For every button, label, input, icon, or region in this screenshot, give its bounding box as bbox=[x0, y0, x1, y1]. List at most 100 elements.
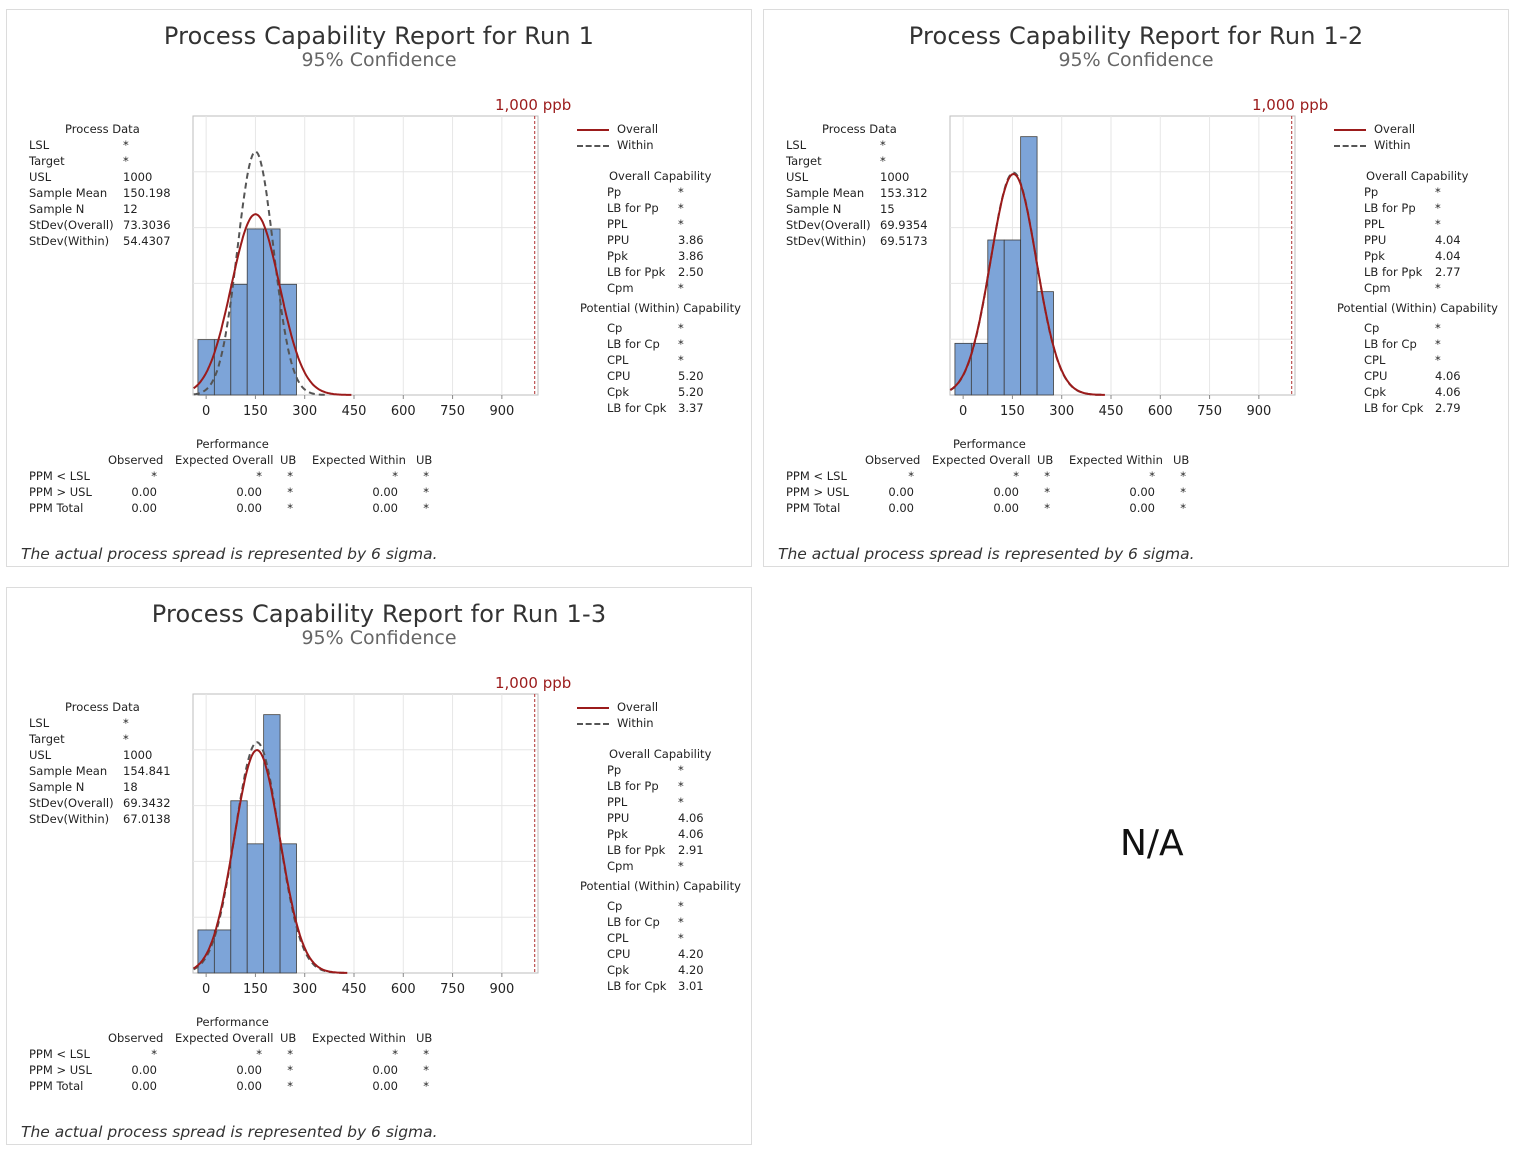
capability-value: * bbox=[678, 763, 684, 777]
performance-value: 0.00 bbox=[236, 485, 262, 499]
capability-label: LB for Pp bbox=[607, 779, 659, 793]
performance-header: UB bbox=[280, 1031, 297, 1045]
process-data-label: StDev(Overall) bbox=[29, 218, 114, 232]
capability-label: PPL bbox=[1364, 217, 1385, 231]
legend-line-within bbox=[577, 145, 609, 147]
performance-value: * bbox=[1149, 469, 1155, 483]
process-data-value: 69.5173 bbox=[880, 234, 928, 248]
performance-value: * bbox=[392, 469, 398, 483]
overall-curve bbox=[193, 749, 348, 974]
performance-header: Expected Within bbox=[312, 1031, 406, 1045]
footnote: The actual process spread is represented… bbox=[21, 1123, 438, 1141]
capability-value: * bbox=[678, 185, 684, 199]
capability-value: 2.50 bbox=[678, 265, 704, 279]
chart-title: Process Capability Report for Run 1 bbox=[163, 22, 595, 50]
performance-value: 0.00 bbox=[131, 1063, 157, 1077]
performance-value: 0.00 bbox=[236, 501, 262, 515]
performance-value: 0.00 bbox=[236, 1079, 262, 1093]
process-data-value: 15 bbox=[880, 202, 895, 216]
chart-subtitle: 95% Confidence bbox=[1058, 49, 1214, 71]
capability-label: LB for Ppk bbox=[607, 843, 666, 857]
process-data-label: USL bbox=[786, 170, 809, 184]
overall-capability-title: Overall Capability bbox=[609, 747, 712, 761]
legend-label: Overall bbox=[617, 122, 659, 136]
performance-value: 0.00 bbox=[131, 501, 157, 515]
capability-value: * bbox=[678, 201, 684, 215]
chart-subtitle: 95% Confidence bbox=[301, 627, 457, 649]
histogram-chart: 0 150 300 450 600 750 900 bbox=[949, 115, 1296, 419]
performance-header: UB bbox=[1037, 453, 1054, 467]
x-tick-label: 900 bbox=[1246, 404, 1271, 419]
x-tick-label: 300 bbox=[292, 404, 317, 419]
capability-value: 3.86 bbox=[678, 233, 704, 247]
performance-value: * bbox=[287, 1047, 293, 1061]
process-data-value: 67.0138 bbox=[123, 812, 171, 826]
capability-value: * bbox=[1435, 353, 1441, 367]
legend-line-overall bbox=[1334, 129, 1366, 131]
x-tick-label: 0 bbox=[202, 404, 210, 419]
x-tick-label: 150 bbox=[243, 982, 268, 997]
capability-label: Pp bbox=[607, 185, 622, 199]
capability-label: PPL bbox=[607, 795, 628, 809]
process-data-label: Sample N bbox=[29, 202, 85, 216]
process-data-label: StDev(Within) bbox=[786, 234, 867, 248]
histogram-bar bbox=[954, 342, 972, 396]
capability-value: * bbox=[1435, 281, 1441, 295]
process-data-value: 18 bbox=[123, 780, 138, 794]
overall-capability-title: Overall Capability bbox=[609, 169, 712, 183]
performance-header: Expected Overall bbox=[175, 1031, 274, 1045]
histogram-bar bbox=[197, 339, 215, 396]
x-tick-label: 300 bbox=[1049, 404, 1074, 419]
performance-title: Performance bbox=[196, 437, 269, 451]
performance-header: UB bbox=[416, 453, 433, 467]
process-data-label: Sample Mean bbox=[29, 764, 108, 778]
process-data-value: * bbox=[880, 138, 886, 152]
capability-label: Cpk bbox=[607, 385, 629, 399]
performance-value: * bbox=[287, 485, 293, 499]
process-data-value: 73.3036 bbox=[123, 218, 171, 232]
within-capability-title: Potential (Within) Capability bbox=[1337, 301, 1498, 315]
process-data-label: Sample N bbox=[29, 780, 85, 794]
performance-value: * bbox=[1180, 485, 1186, 499]
performance-header: Expected Within bbox=[312, 453, 406, 467]
x-tick-label: 300 bbox=[292, 982, 317, 997]
capability-label: LB for Cp bbox=[607, 337, 660, 351]
performance-row-label: PPM < LSL bbox=[29, 1047, 90, 1061]
capability-label: PPU bbox=[607, 811, 630, 825]
legend-line-overall bbox=[577, 129, 609, 131]
performance-value: * bbox=[287, 1063, 293, 1077]
process-data-label: StDev(Overall) bbox=[29, 796, 114, 810]
process-data-title: Process Data bbox=[65, 700, 140, 714]
performance-header: Observed bbox=[108, 1031, 164, 1045]
histogram-chart: 0 150 300 450 600 750 900 bbox=[192, 115, 539, 419]
x-tick-label: 600 bbox=[391, 404, 416, 419]
capability-label: Cp bbox=[1364, 321, 1380, 335]
capability-value: 4.20 bbox=[678, 963, 704, 977]
process-data-value: 69.3432 bbox=[123, 796, 171, 810]
performance-value: 0.00 bbox=[888, 501, 914, 515]
capability-label: PPU bbox=[607, 233, 630, 247]
performance-value: * bbox=[1044, 485, 1050, 499]
process-data-value: 150.198 bbox=[123, 186, 171, 200]
process-data-value: 153.312 bbox=[880, 186, 928, 200]
process-data-label: StDev(Within) bbox=[29, 812, 110, 826]
process-data-title: Process Data bbox=[65, 122, 140, 136]
process-data-label: StDev(Overall) bbox=[786, 218, 871, 232]
capability-label: CPL bbox=[1364, 353, 1386, 367]
capability-value: 5.20 bbox=[678, 385, 704, 399]
process-data-label: Target bbox=[29, 154, 65, 168]
histogram-chart: 0 150 300 450 600 750 900 bbox=[192, 693, 539, 997]
histogram-bar bbox=[263, 714, 281, 974]
performance-row-label: PPM > USL bbox=[786, 485, 849, 499]
x-tick-label: 600 bbox=[391, 982, 416, 997]
capability-value: * bbox=[678, 321, 684, 335]
capability-value: * bbox=[1435, 337, 1441, 351]
capability-label: Ppk bbox=[607, 249, 628, 263]
performance-header: Observed bbox=[108, 453, 164, 467]
process-data-label: LSL bbox=[29, 716, 50, 730]
performance-value: * bbox=[151, 1047, 157, 1061]
performance-value: * bbox=[392, 1047, 398, 1061]
capability-label: LB for Ppk bbox=[1364, 265, 1423, 279]
x-tick-label: 900 bbox=[489, 982, 514, 997]
performance-row-label: PPM < LSL bbox=[786, 469, 847, 483]
